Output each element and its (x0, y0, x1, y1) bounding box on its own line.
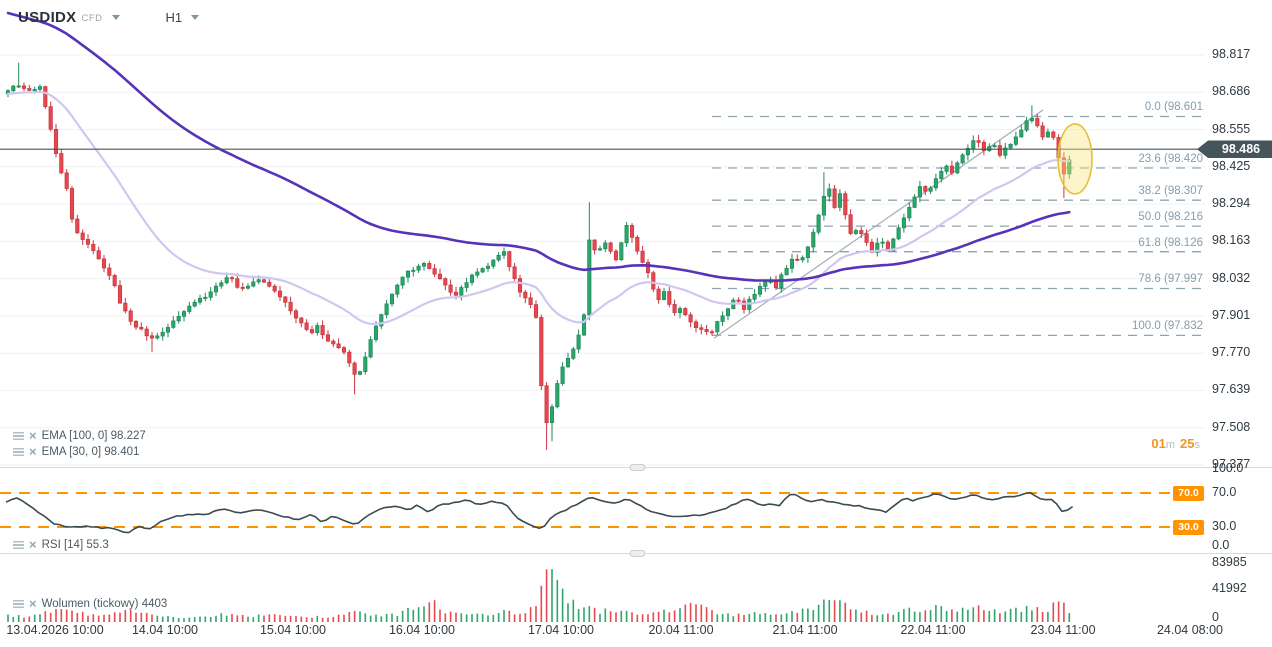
time-axis-label: 16.04 10:00 (388, 623, 456, 637)
price-axis-label: 98.817 (1212, 47, 1251, 61)
candle-countdown-timer: 01m 25s (1151, 435, 1205, 453)
fib-level-label: 0.0 (98.601 (1144, 101, 1203, 114)
price-axis-label: 98.163 (1212, 233, 1251, 248)
price-axis-label: 97.901 (1212, 307, 1251, 322)
indicator-legend-ema100: × EMA [100, 0] 98.227 (13, 429, 146, 442)
time-axis-label: 13.04.2026 10:00 (6, 623, 104, 637)
fib-level-label: 100.0 (97.832 (1132, 320, 1203, 333)
rsi-oversold-badge: 30.0 (1173, 519, 1204, 535)
rsi-axis-label: 30.0 (1212, 519, 1237, 533)
indicator-settings-icon[interactable] (13, 599, 24, 608)
price-axis-label: 97.508 (1212, 419, 1251, 434)
close-icon[interactable]: × (29, 444, 37, 459)
timer-seconds: 25 (1180, 436, 1195, 451)
volume-axis-label: 0 (1212, 609, 1219, 624)
close-icon[interactable]: × (29, 537, 37, 552)
indicator-settings-icon[interactable] (13, 540, 24, 549)
close-icon[interactable]: × (29, 596, 37, 611)
fib-level-label: 23.6 (98.420 (1138, 153, 1203, 166)
time-axis-label: 14.04 10:00 (131, 623, 199, 637)
symbol-label: USDIDX (18, 9, 77, 26)
indicator-legend-volume: × Wolumen (tickowy) 4403 (13, 597, 167, 610)
indicator-legend-rsi: × RSI [14] 55.3 (13, 538, 109, 551)
time-axis-label: 23.04 11:00 (1030, 623, 1096, 637)
price-axis-label: 98.555 (1212, 121, 1251, 136)
chart-header: USDIDX CFD H1 (18, 9, 200, 26)
timeframe-selector[interactable]: H1 (166, 10, 200, 25)
current-price-badge: 98.486 (1197, 140, 1272, 158)
rsi-axis-label: 100.0 (1212, 460, 1244, 475)
chevron-down-icon (111, 15, 120, 20)
price-axis-label: 98.425 (1212, 158, 1251, 173)
indicator-settings-icon[interactable] (13, 431, 24, 440)
ema30-label: EMA [30, 0] 98.401 (41, 445, 140, 458)
rsi-overbought-badge: 70.0 (1173, 485, 1204, 501)
symbol-selector[interactable]: USDIDX CFD (18, 9, 120, 26)
rsi-axis-label: 70.0 (1212, 485, 1237, 499)
indicator-settings-icon[interactable] (13, 447, 24, 456)
time-axis-label: 22.04 11:00 (900, 623, 966, 637)
chevron-down-icon (191, 15, 200, 20)
time-axis-label: 24.04 08:00 (1156, 623, 1224, 637)
time-axis-label: 15.04 10:00 (259, 623, 327, 637)
instrument-type-label: CFD (81, 13, 103, 24)
timer-minutes-unit: m (1165, 439, 1176, 451)
rsi-label: RSI [14] 55.3 (41, 538, 109, 551)
volume-axis-label: 83985 (1212, 554, 1247, 569)
price-axis-label: 97.770 (1212, 345, 1251, 360)
ema100-label: EMA [100, 0] 98.227 (41, 429, 146, 442)
timer-seconds-unit: s (1194, 439, 1201, 451)
fib-level-label: 78.6 (97.997 (1138, 273, 1203, 286)
current-price-value: 98.486 (1221, 142, 1261, 157)
indicator-legend-ema30: × EMA [30, 0] 98.401 (13, 445, 139, 458)
price-axis-label: 97.377 (1212, 456, 1251, 471)
rsi-axis-label: 0.0 (1212, 537, 1230, 552)
price-axis-label: 98.032 (1212, 270, 1251, 285)
timeframe-label: H1 (165, 10, 183, 25)
fib-level-label: 38.2 (98.307 (1138, 185, 1203, 198)
price-axis-label: 98.294 (1212, 196, 1251, 211)
fib-level-label: 61.8 (98.126 (1138, 236, 1203, 249)
price-axis-label: 97.639 (1212, 382, 1251, 397)
time-axis-label: 20.04 11:00 (648, 623, 714, 637)
time-axis-label: 21.04 11:00 (772, 623, 838, 637)
volume-label: Wolumen (tickowy) 4403 (41, 597, 168, 610)
price-axis-label: 98.686 (1212, 84, 1251, 99)
timer-minutes: 01 (1151, 436, 1166, 451)
time-axis-label: 17.04 10:00 (527, 623, 595, 637)
fib-level-label: 50.0 (98.216 (1138, 211, 1203, 224)
close-icon[interactable]: × (29, 428, 37, 443)
volume-axis-label: 41992 (1212, 581, 1247, 595)
